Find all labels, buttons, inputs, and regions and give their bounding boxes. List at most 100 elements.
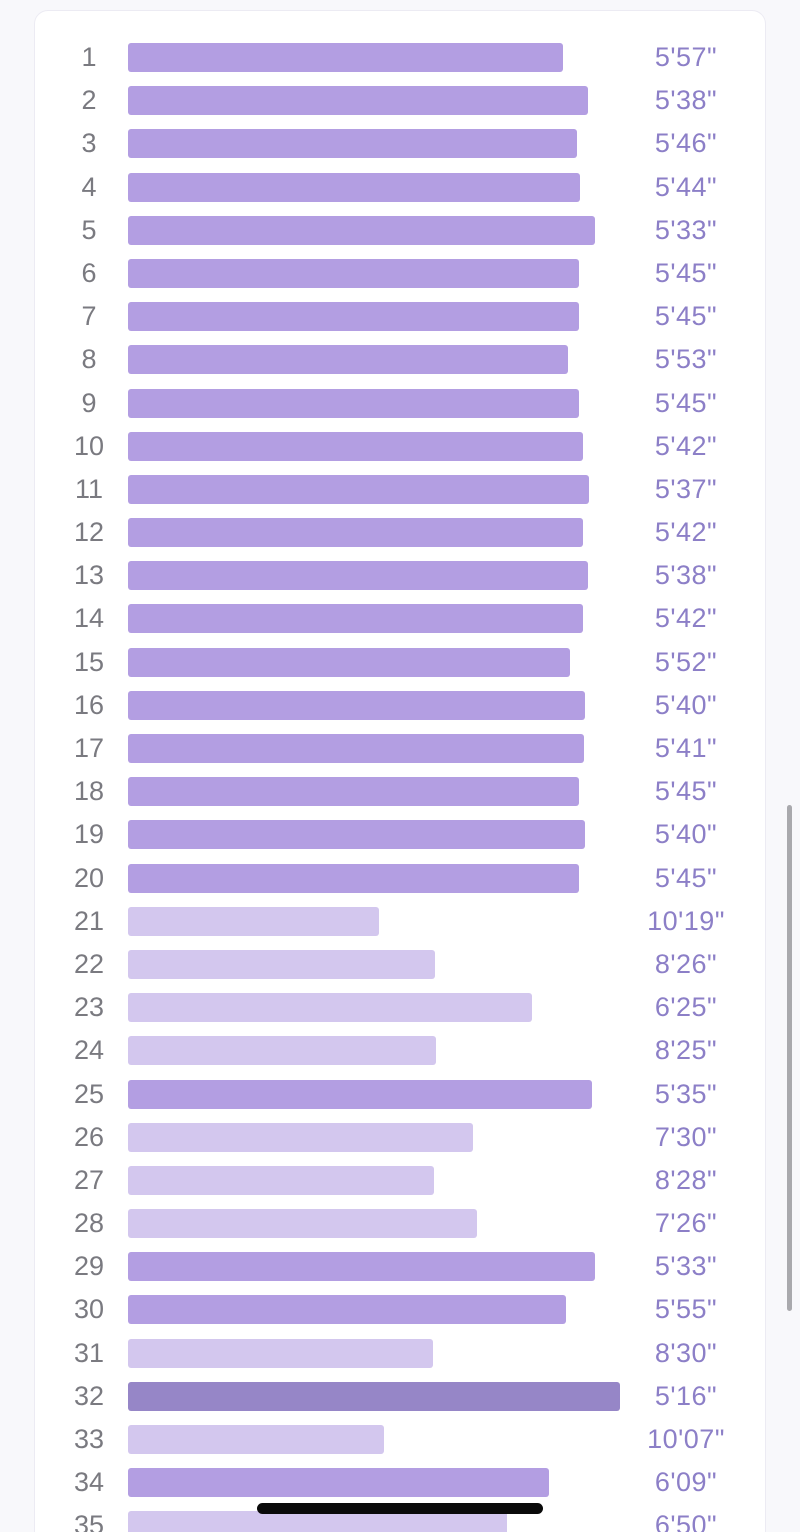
lap-time: 5'45": [654, 257, 718, 288]
lap-number: 33: [73, 1424, 105, 1454]
lap-number: 11: [74, 473, 104, 504]
lap-row-3[interactable]: 3 5'46": [0, 127, 800, 170]
lap-row-21[interactable]: 21 10'19": [0, 905, 800, 948]
lap-pace-bar: [128, 43, 563, 72]
lap-row-24[interactable]: 24 8'25": [0, 1034, 800, 1077]
lap-pace-bar: [128, 949, 435, 979]
lap-time: 5'42": [654, 430, 718, 461]
lap-time: 5'45": [654, 301, 718, 332]
lap-number: 3: [81, 128, 97, 159]
lap-pace-bar: [128, 1511, 507, 1532]
vertical-scrollbar[interactable]: [787, 805, 792, 1311]
lap-row-26[interactable]: 26 7'30": [0, 1121, 800, 1164]
lap-time: 10'07": [647, 1424, 725, 1454]
lap-number: 4: [81, 171, 97, 202]
lap-time: 5'53": [654, 344, 718, 375]
lap-row-7[interactable]: 7 5'45": [0, 300, 800, 343]
lap-row-35[interactable]: 35 6'50": [0, 1509, 800, 1532]
lap-pace-bar: [128, 474, 589, 504]
lap-row-31[interactable]: 31 8'30": [0, 1337, 800, 1380]
lap-number: 34: [73, 1467, 105, 1498]
lap-row-6[interactable]: 6 5'45": [0, 257, 800, 300]
lap-time: 5'45": [654, 862, 718, 893]
lap-row-13[interactable]: 13 5'38": [0, 559, 800, 602]
lap-row-28[interactable]: 28 7'26": [0, 1207, 800, 1250]
lap-row-29[interactable]: 29 5'33": [0, 1250, 800, 1293]
lap-time: 5'38": [654, 85, 718, 116]
lap-time: 5'40": [654, 689, 718, 720]
lap-number: 23: [73, 992, 105, 1023]
lap-number: 21: [73, 905, 105, 936]
lap-row-18[interactable]: 18 5'45": [0, 775, 800, 818]
lap-row-1[interactable]: 1 5'57": [0, 41, 800, 84]
lap-pace-bar: [128, 1338, 433, 1368]
lap-pace-bar: [128, 906, 379, 936]
lap-time: 8'30": [654, 1337, 718, 1368]
lap-time: 10'19": [647, 905, 725, 936]
lap-pace-bar: [128, 863, 579, 893]
lap-pace-bar: [128, 1122, 473, 1152]
lap-time: 5'37": [654, 473, 718, 504]
lap-row-33[interactable]: 33 10'07": [0, 1423, 800, 1466]
lap-pace-bar: [128, 604, 583, 634]
lap-time: 5'40": [654, 819, 718, 850]
lap-row-16[interactable]: 16 5'40": [0, 689, 800, 732]
lap-number: 35: [73, 1510, 105, 1532]
lap-pace-bar: [128, 777, 579, 807]
lap-row-27[interactable]: 27 8'28": [0, 1164, 800, 1207]
lap-pace-bar: [128, 129, 577, 159]
lap-time: 5'33": [654, 214, 718, 245]
lap-pace-bar: [128, 993, 532, 1023]
lap-pace-bar: [128, 690, 585, 720]
lap-row-14[interactable]: 14 5'42": [0, 602, 800, 645]
lap-time: 7'26": [654, 1208, 718, 1239]
lap-number: 25: [73, 1078, 105, 1109]
lap-time: 5'42": [654, 603, 718, 634]
lap-row-2[interactable]: 2 5'38": [0, 84, 800, 127]
lap-row-9[interactable]: 9 5'45": [0, 387, 800, 430]
lap-time: 5'16": [654, 1380, 718, 1411]
lap-number: 14: [73, 603, 105, 634]
lap-number: 17: [73, 733, 105, 763]
lap-row-22[interactable]: 22 8'26": [0, 948, 800, 991]
lap-row-19[interactable]: 19 5'40": [0, 818, 800, 861]
lap-time: 5'45": [654, 387, 718, 418]
lap-number: 24: [73, 1035, 105, 1066]
home-indicator[interactable]: [257, 1503, 543, 1514]
lap-number: 19: [73, 819, 105, 850]
lap-pace-bar: [128, 734, 584, 763]
lap-row-12[interactable]: 12 5'42": [0, 516, 800, 559]
lap-row-10[interactable]: 10 5'42": [0, 430, 800, 473]
lap-pace-bar: [128, 431, 583, 461]
lap-row-15[interactable]: 15 5'52": [0, 646, 800, 689]
lap-pace-bar: [128, 1079, 592, 1109]
lap-row-20[interactable]: 20 5'45": [0, 862, 800, 905]
lap-time: 5'52": [654, 646, 718, 677]
lap-row-23[interactable]: 23 6'25": [0, 991, 800, 1034]
lap-time: 5'57": [654, 42, 718, 72]
lap-row-34[interactable]: 34 6'09": [0, 1466, 800, 1509]
lap-row-17[interactable]: 17 5'41": [0, 732, 800, 775]
lap-pace-bar: [128, 1295, 566, 1325]
lap-number: 5: [81, 214, 97, 245]
lap-number: 8: [81, 344, 97, 375]
lap-number: 1: [81, 42, 97, 72]
lap-time: 5'38": [654, 560, 718, 591]
lap-time: 8'28": [654, 1164, 718, 1195]
lap-number: 32: [73, 1380, 105, 1411]
lap-row-4[interactable]: 4 5'44": [0, 171, 800, 214]
lap-pace-bar: [128, 561, 588, 591]
lap-row-32[interactable]: 32 5'16": [0, 1380, 800, 1423]
lap-row-5[interactable]: 5 5'33": [0, 214, 800, 257]
lap-row-25[interactable]: 25 5'35": [0, 1078, 800, 1121]
lap-time: 6'50": [654, 1510, 718, 1532]
lap-time: 6'25": [654, 992, 718, 1023]
lap-row-8[interactable]: 8 5'53": [0, 343, 800, 386]
lap-number: 6: [81, 257, 97, 288]
lap-number: 10: [73, 430, 105, 461]
lap-row-11[interactable]: 11 5'37": [0, 473, 800, 516]
lap-number: 30: [73, 1294, 105, 1325]
lap-time: 7'30": [654, 1121, 718, 1152]
lap-row-30[interactable]: 30 5'55": [0, 1293, 800, 1336]
